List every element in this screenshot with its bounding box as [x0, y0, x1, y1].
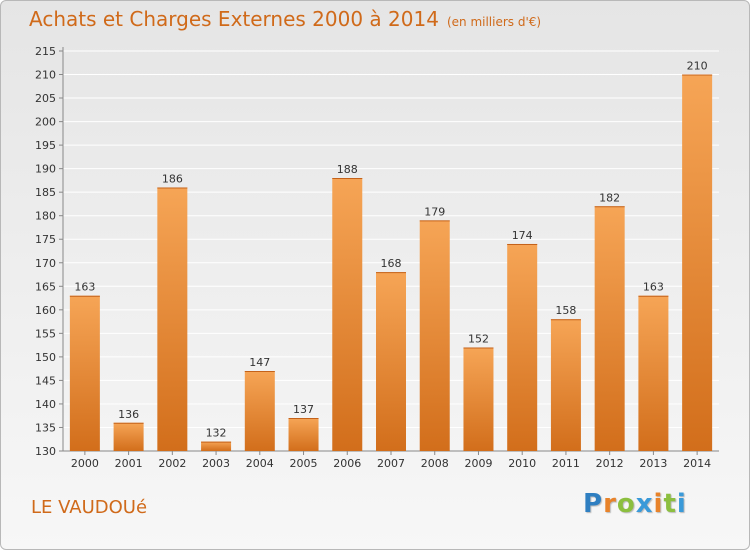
y-tick-label: 210 — [35, 69, 56, 82]
y-tick-label: 155 — [35, 327, 56, 340]
data-label-2007: 168 — [381, 257, 402, 270]
x-tick-label-2005: 2005 — [290, 457, 318, 470]
y-tick-label: 130 — [35, 445, 56, 458]
bar-2001 — [113, 422, 144, 451]
bar-2010 — [507, 243, 538, 451]
logo-letter: x — [635, 489, 654, 519]
x-tick-labels: 2000 2001 2002 2003 2004 2005 2006 2007 2008 2009… — [71, 457, 711, 470]
x-tick-label-2000: 2000 — [71, 457, 99, 470]
logo-letter: P — [583, 489, 604, 519]
x-tick-label-2006: 2006 — [333, 457, 361, 470]
x-tick-label-2014: 2014 — [683, 457, 711, 470]
x-tick-label-2009: 2009 — [464, 457, 492, 470]
bar-2004 — [244, 371, 275, 451]
bar-2002 — [157, 187, 188, 451]
data-label-2002: 186 — [162, 172, 183, 185]
x-tick-label-2013: 2013 — [639, 457, 667, 470]
data-label-2013: 163 — [643, 281, 664, 294]
y-tick-label: 200 — [35, 116, 56, 129]
x-tick-label-2002: 2002 — [158, 457, 186, 470]
y-tick-label: 170 — [35, 257, 56, 270]
bar-2013 — [638, 295, 669, 451]
y-tick-label: 215 — [35, 45, 56, 58]
y-tick-label: 135 — [35, 421, 56, 434]
bar-2006 — [332, 178, 363, 451]
y-tick-labels: 130 135 140 145 150 155 160 165 170 175 180 185 190 1… — [35, 45, 56, 458]
data-label-2014: 210 — [687, 60, 708, 73]
bar-2005 — [288, 418, 319, 451]
y-tick-label: 190 — [35, 163, 56, 176]
data-label-2004: 147 — [249, 356, 270, 369]
data-label-2012: 182 — [599, 191, 620, 204]
x-tick-label-2008: 2008 — [421, 457, 449, 470]
y-tick-label: 205 — [35, 92, 56, 105]
bar-2011 — [550, 319, 581, 451]
data-label-2009: 152 — [468, 332, 489, 345]
y-tick-label: 150 — [35, 351, 56, 364]
logo-letter: o — [616, 489, 636, 519]
y-tick-label: 175 — [35, 233, 56, 246]
logo-letter: r — [603, 489, 617, 519]
logo-letter: i — [676, 489, 687, 519]
x-tick-label-2011: 2011 — [552, 457, 580, 470]
bar-2003 — [201, 441, 232, 451]
bars — [69, 74, 713, 451]
y-tick-label: 165 — [35, 280, 56, 293]
x-tick-label-2007: 2007 — [377, 457, 405, 470]
y-tick-label: 185 — [35, 186, 56, 199]
data-label-2003: 132 — [206, 427, 227, 440]
y-tick-label: 145 — [35, 374, 56, 387]
bar-2012 — [594, 206, 625, 451]
y-tick-label: 180 — [35, 210, 56, 223]
chart-title: Achats et Charges Externes 2000 à 2014 — [29, 7, 439, 31]
data-label-2010: 174 — [512, 229, 533, 242]
data-label-2005: 137 — [293, 403, 314, 416]
x-tick-label-2012: 2012 — [596, 457, 624, 470]
x-tick-label-2001: 2001 — [115, 457, 143, 470]
proxiti-logo: Proxiti — [583, 489, 687, 519]
data-label-2006: 188 — [337, 163, 358, 176]
logo-letter: t — [663, 489, 677, 519]
data-label-2001: 136 — [118, 408, 139, 421]
y-tick-label: 140 — [35, 398, 56, 411]
x-tick-label-2004: 2004 — [246, 457, 274, 470]
location-name: LE VAUDOUé — [31, 497, 148, 518]
y-tick-label: 160 — [35, 304, 56, 317]
data-label-2000: 163 — [74, 281, 95, 294]
bar-2000 — [69, 295, 100, 451]
logo-letter: i — [653, 489, 664, 519]
chart-unit: (en milliers d'€) — [446, 15, 542, 29]
chart-title-line: Achats et Charges Externes 2000 à 2014 (e… — [29, 7, 541, 31]
y-tick-label: 195 — [35, 139, 56, 152]
bar-2014 — [682, 74, 713, 451]
data-label-2011: 158 — [555, 304, 576, 317]
bar-2008 — [419, 220, 450, 451]
data-label-2008: 179 — [424, 205, 445, 218]
x-tick-label-2010: 2010 — [508, 457, 536, 470]
data-labels: 163 136 186 132 147 137 188 168 179 152 174 158 182 1… — [74, 60, 707, 440]
bar-2009 — [463, 347, 494, 451]
bar-2007 — [376, 272, 406, 451]
x-tick-label-2003: 2003 — [202, 457, 230, 470]
